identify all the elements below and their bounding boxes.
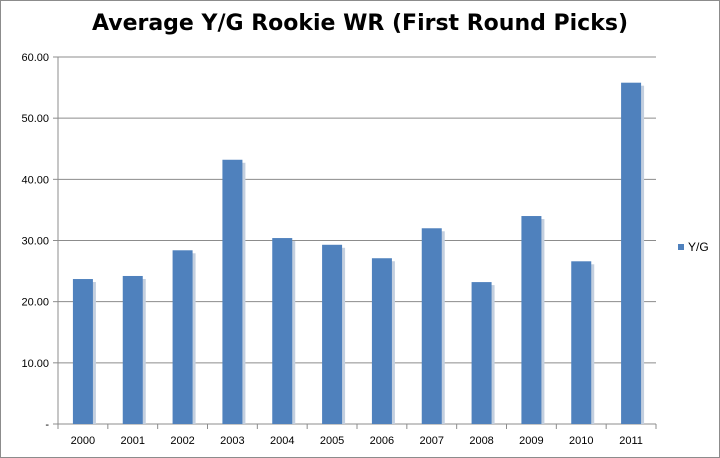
legend-swatch xyxy=(678,244,684,250)
x-tick-label: 2009 xyxy=(519,435,543,447)
bar xyxy=(471,282,492,424)
bar xyxy=(371,258,392,424)
bar xyxy=(172,250,193,424)
x-tick-label: 2007 xyxy=(420,435,444,447)
y-tick-label: 50.00 xyxy=(21,113,49,125)
y-tick-label: 10.00 xyxy=(21,358,49,370)
bar xyxy=(272,238,293,424)
bar xyxy=(222,159,243,424)
chart-title: Average Y/G Rookie WR (First Round Picks… xyxy=(91,11,628,36)
y-tick-label: 20.00 xyxy=(21,297,49,309)
x-tick-label: 2001 xyxy=(121,435,145,447)
bar xyxy=(571,261,592,424)
x-tick-label: 2011 xyxy=(619,435,643,447)
bar xyxy=(122,275,143,424)
x-tick-label: 2008 xyxy=(469,435,493,447)
bar xyxy=(421,228,442,424)
x-tick-label: 2002 xyxy=(170,435,194,447)
bar xyxy=(521,216,542,424)
y-tick-label: 40.00 xyxy=(21,174,49,186)
x-tick-label: 2005 xyxy=(320,435,344,447)
bar xyxy=(621,82,642,424)
legend-label: Y/G xyxy=(688,240,709,254)
y-tick-label: - xyxy=(45,419,49,431)
x-tick-label: 2003 xyxy=(220,435,244,447)
bar xyxy=(72,279,93,424)
x-tick-label: 2000 xyxy=(71,435,95,447)
x-tick-label: 2010 xyxy=(569,435,593,447)
y-tick-label: 60.00 xyxy=(21,52,49,64)
y-tick-label: 30.00 xyxy=(21,236,49,248)
bar xyxy=(322,244,343,424)
x-tick-label: 2004 xyxy=(270,435,294,447)
x-tick-label: 2006 xyxy=(370,435,394,447)
